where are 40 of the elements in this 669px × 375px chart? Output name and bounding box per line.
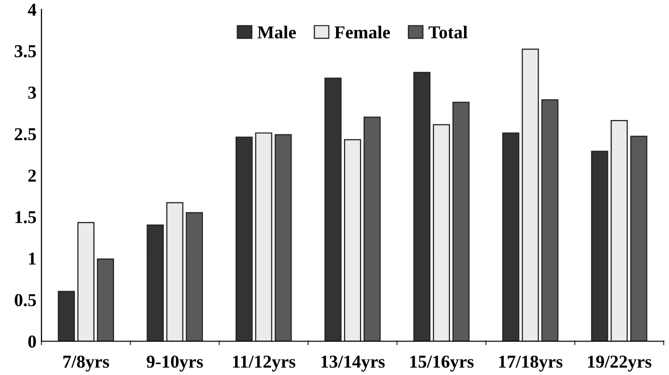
bar: [77, 222, 94, 342]
y-tick-label: 3: [28, 86, 36, 99]
bar: [274, 134, 292, 342]
bar: [452, 102, 470, 342]
y-tick-label: 0.5: [14, 294, 36, 306]
legend-label: Female: [334, 26, 390, 38]
legend-label: Total: [428, 26, 468, 38]
legend-label: Male: [258, 26, 296, 38]
y-tick-label: 0: [28, 336, 36, 348]
x-tick-label: 7/8yrs: [63, 356, 110, 372]
bar: [432, 124, 450, 342]
bar: [502, 132, 520, 342]
bar: [522, 48, 539, 342]
bar: [324, 78, 342, 342]
bar: [364, 116, 381, 342]
bar: [96, 258, 114, 342]
bar: [236, 136, 253, 342]
y-tick-label: 1.5: [15, 211, 36, 224]
bar: [166, 202, 184, 342]
x-tick-label: 9-10yrs: [146, 356, 203, 372]
x-tick-label: 19/22yrs: [588, 356, 652, 372]
bar: [58, 290, 75, 342]
x-tick-label: 13/14yrs: [321, 356, 385, 372]
bar: [591, 150, 608, 342]
y-tick-label: 2.5: [14, 128, 36, 140]
bar: [541, 99, 558, 342]
bar: [344, 139, 362, 342]
y-tick-label: 3.5: [14, 45, 36, 58]
y-tick-label: 1: [29, 252, 36, 265]
bar: [413, 72, 430, 342]
bar: [186, 212, 203, 342]
x-tick-label: 15/16yrs: [410, 356, 474, 372]
x-tick-label: 17/18yrs: [499, 356, 562, 372]
bar: [610, 120, 628, 342]
y-tick-label: 2: [28, 170, 36, 182]
y-tick-label: 4: [28, 4, 36, 16]
bar: [146, 224, 164, 342]
bar: [255, 132, 272, 342]
x-tick-label: 11/12yrs: [233, 356, 296, 372]
bar: [630, 136, 648, 342]
